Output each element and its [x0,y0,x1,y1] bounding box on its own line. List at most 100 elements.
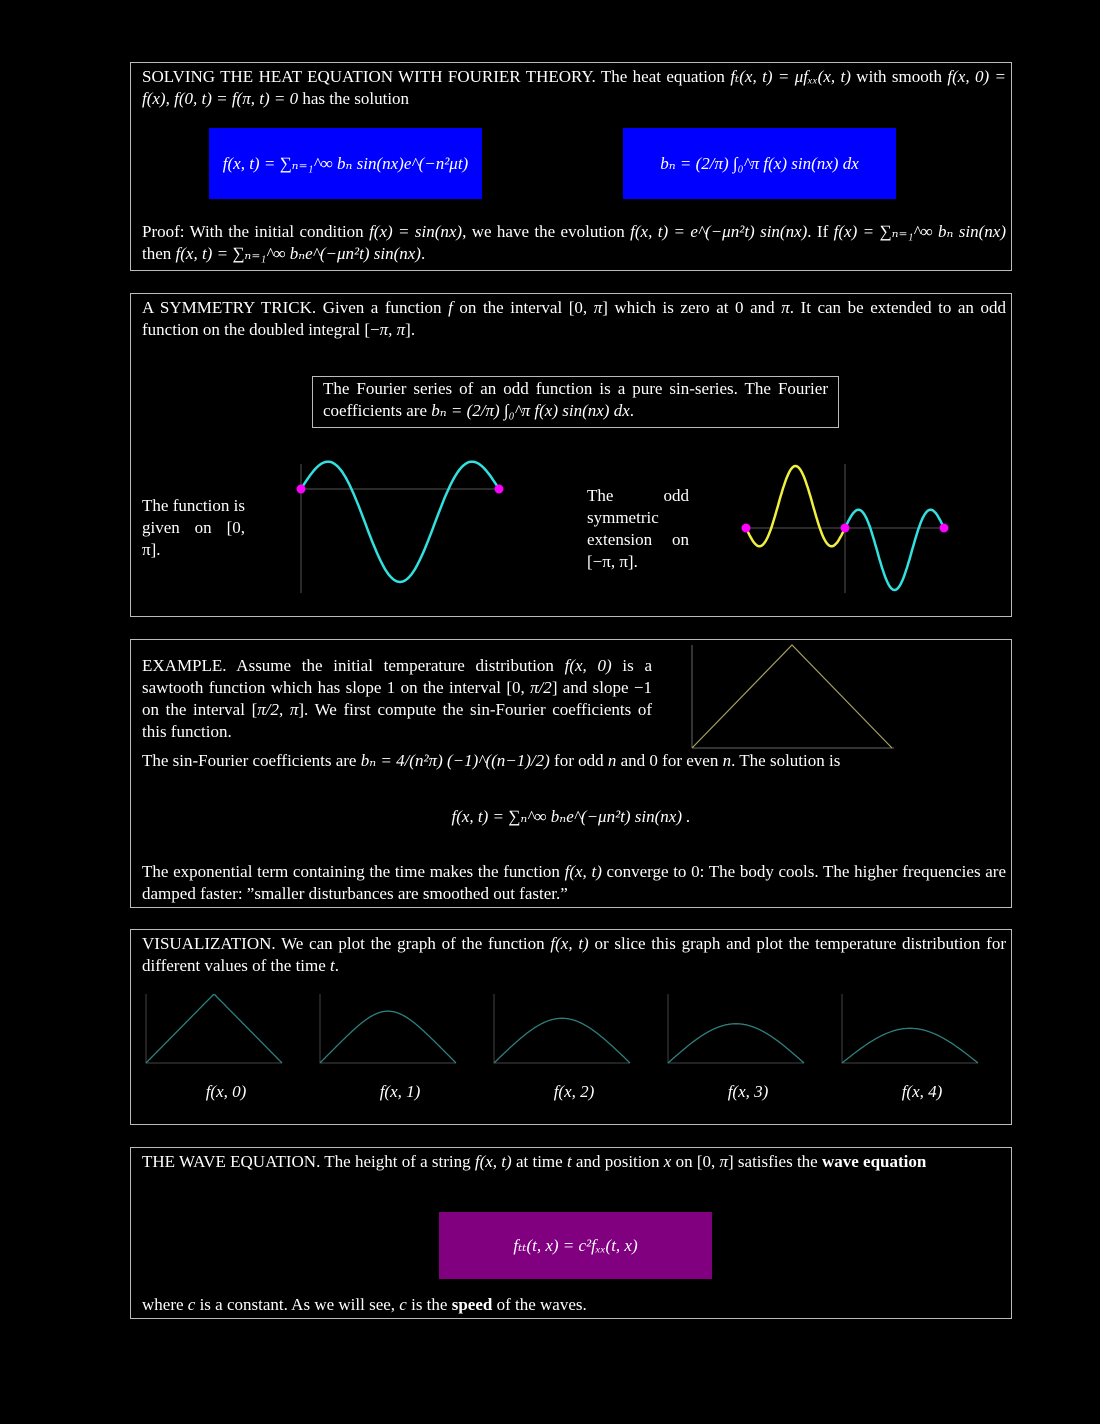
bold-term: speed [451,1295,493,1314]
text-run: and position [571,1152,664,1171]
example-conclusion: The exponential term containing the time… [142,861,1006,905]
temperature-curve [145,993,283,1064]
math-expression: f(x, t) [550,934,589,953]
math-expression: f(x, t) = e^(−μn²t) sin(nx) [630,222,808,241]
slice-label-3: f(x, 3) [727,1082,769,1101]
text-run: of the waves. [492,1295,587,1314]
math-expression: t [330,956,335,975]
solution-formula: f(x, t) = ∑ₙ₌₁^∞ bₙ sin(nx)e^(−n²μt) [222,153,469,173]
text-run: ] satisfies the [728,1152,822,1171]
math-expression: f(x, t) [474,1152,512,1171]
slice-plot-3 [667,994,805,1064]
text-run: VISUALIZATION. We can plot the graph of … [142,934,551,953]
math-expression: fₜ(x, t) = μfₓₓ(x, t) [730,67,851,86]
text-run: SOLVING THE HEAT EQUATION WITH FOURIER T… [142,67,731,86]
math-expression: f(x, t) [564,862,602,881]
text-run: THE WAVE EQUATION. The height of a strin… [142,1152,475,1171]
text-run: has the solution [298,89,410,108]
text-run: . The solution is [731,751,841,770]
endpoint-pi [494,484,504,494]
symmetry-section: A SYMMETRY TRICK. Given a function f on … [130,293,1012,617]
text-run: , we have the evolution [462,222,631,241]
math-expression: π/2, π [257,700,299,719]
odd-function-note: The Fourier series of an odd function is… [312,376,839,428]
text-run: is the [406,1295,452,1314]
math-expression: f(x, 0) = f(x), f(0, t) = f(π, t) = 0 [142,67,1006,108]
text-run: then [142,244,176,263]
symmetry-intro: A SYMMETRY TRICK. Given a function f on … [142,297,1006,341]
wave-formula-box: fₜₜ(t, x) = c²fₓₓ(t, x) [439,1212,712,1279]
text-run: The exponential term containing the time… [142,862,565,881]
text-run: EXAMPLE. Assume the initial temperature … [142,656,565,675]
math-expression: c [187,1295,196,1314]
text-run: Proof: With the initial condition [142,222,370,241]
heat-proof: Proof: With the initial condition f(x) =… [142,221,1006,265]
text-run: . [420,244,426,263]
text-run: on [0, [671,1152,720,1171]
math-expression: f(x) = ∑ₙ₌₁^∞ bₙ sin(nx) [833,222,1007,241]
function-plot [296,460,504,593]
math-expression: bₙ = 4/(n²π) (−1)^((n−1)/2) [360,751,550,770]
visualization-section: VISUALIZATION. We can plot the graph of … [130,929,1012,1125]
coefficient-formula: bₙ = (2/π) ∫₀^π f(x) sin(nx) dx [660,153,859,173]
text-run: The Fourier series of an odd function is… [323,379,828,420]
temperature-curve [319,1010,457,1064]
extension-curve [843,508,946,592]
sawtooth-curve [691,644,893,749]
math-expression: π, π [379,320,406,339]
text-run: at time [511,1152,567,1171]
wave-equation-section: THE WAVE EQUATION. The height of a strin… [130,1147,1012,1319]
math-expression: f(x, t) = ∑ₙ₌₁^∞ bₙe^(−μn²t) sin(nx) [175,244,421,263]
math-expression: π/2 [530,678,552,697]
temperature-curve [667,1023,805,1064]
heat-equation-section: SOLVING THE HEAT EQUATION WITH FOURIER T… [130,62,1012,271]
text-run: is a sawtooth function which has slope 1… [142,656,652,697]
example-coefficients: The sin-Fourier coefficients are bₙ = 4/… [142,750,1006,772]
slice-label-0: f(x, 0) [205,1082,247,1101]
text-run: for odd [549,751,608,770]
text-run: and 0 for even [616,751,723,770]
math-expression: π [593,298,603,317]
sawtooth-plot [691,644,894,749]
endpoint-minus-pi [741,523,751,533]
temperature-curve [841,1027,979,1064]
math-expression: bₙ = (2/π) ∫₀^π f(x) sin(nx) dx [431,401,630,420]
left-caption: The function is given on [0, π]. [142,496,245,559]
text-run: with smooth [850,67,948,86]
math-expression: f(x, 0) [564,656,612,675]
example-intro: EXAMPLE. Assume the initial temperature … [142,655,652,743]
slice-label-4: f(x, 4) [901,1082,943,1101]
slice-label-1: f(x, 1) [379,1082,421,1101]
math-expression: c [399,1295,407,1314]
endpoint-pi [939,523,949,533]
text-run: ]. We first compute the sin-Fourier coef… [142,700,652,741]
slice-plot-2 [493,994,631,1064]
math-expression: f(x) = sin(nx) [369,222,463,241]
right-caption: The odd symmetric extension on [−π, π]. [587,486,689,571]
wave-outro: where c is a constant. As we will see, c… [142,1294,1006,1316]
math-expression: n [722,751,732,770]
text-run: A SYMMETRY TRICK. Given a function [142,298,449,317]
text-run: The sin-Fourier coefficients are [142,751,361,770]
text-run: converge to 0: The body cools. The highe… [142,862,1006,903]
text-run: on the interval [0, [452,298,594,317]
heat-intro: SOLVING THE HEAT EQUATION WITH FOURIER T… [142,66,1006,110]
math-expression: x [663,1152,672,1171]
function-curve [299,460,501,584]
slice-plot-1 [319,994,457,1064]
endpoint-0 [840,523,850,533]
endpoint-0 [296,484,306,494]
wave-intro: THE WAVE EQUATION. The height of a strin… [142,1151,1006,1173]
math-expression: t [566,1152,572,1171]
coefficient-formula-box: bₙ = (2/π) ∫₀^π f(x) sin(nx) dx [623,128,896,199]
math-expression: π [719,1152,729,1171]
math-expression: π [781,298,790,317]
solution-formula-box: f(x, t) = ∑ₙ₌₁^∞ bₙ sin(nx)e^(−n²μt) [209,128,482,199]
text-run: ]. [405,320,416,339]
text-run: is a constant. As we will see, [195,1295,400,1314]
text-run: ] which is zero at 0 and [602,298,782,317]
text-run: . If [807,222,834,241]
math-expression: f [448,298,453,317]
text-run: . [629,401,635,420]
